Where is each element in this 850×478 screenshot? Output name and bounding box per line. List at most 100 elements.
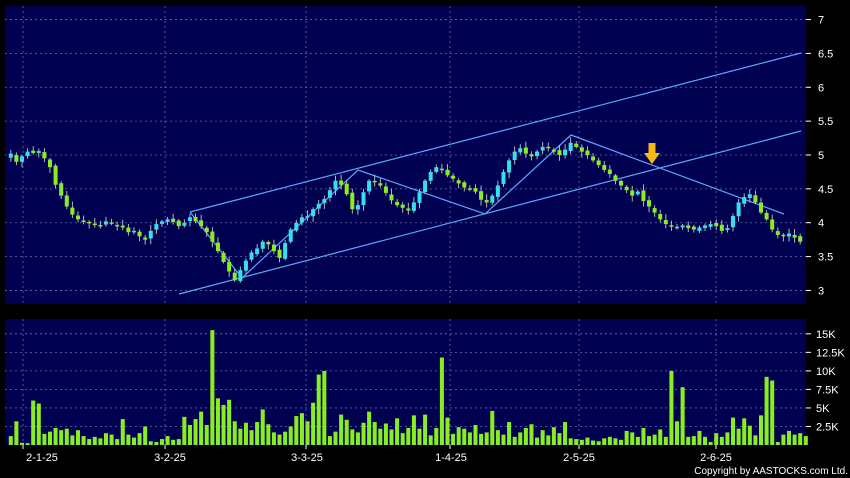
volume-bar	[434, 427, 439, 445]
volume-bar	[243, 422, 248, 445]
price-tick-label: 3.5	[818, 252, 833, 264]
volume-bar	[523, 427, 528, 445]
candle-body	[585, 150, 590, 155]
candle-body	[451, 175, 456, 179]
volume-tick-label: 10K	[816, 366, 836, 378]
candle-body	[75, 215, 80, 220]
candle-body	[658, 214, 663, 220]
volume-bar	[624, 430, 629, 445]
candle-body	[159, 221, 164, 224]
candle-body	[596, 160, 601, 166]
volume-bar	[451, 433, 456, 445]
volume-bar	[322, 370, 327, 445]
candle-body	[445, 169, 450, 176]
volume-bar	[327, 436, 332, 445]
candle-body	[507, 160, 512, 173]
volume-bar	[456, 427, 461, 445]
candle-body	[70, 207, 75, 215]
candle-body	[103, 221, 108, 225]
volume-bar	[204, 424, 209, 445]
candle-body	[299, 217, 304, 223]
candle-body	[372, 180, 377, 183]
volume-bar	[8, 436, 13, 445]
volume-bar	[742, 418, 747, 445]
volume-bar	[333, 431, 338, 445]
volume-bar	[652, 434, 657, 445]
volume-bar	[288, 426, 293, 445]
candle-body	[221, 252, 226, 263]
candle-body	[19, 156, 25, 162]
volume-bar	[518, 432, 523, 445]
volume-bar	[187, 424, 192, 445]
volume-tick-label: 2.5K	[816, 421, 839, 433]
candle-body	[31, 150, 36, 153]
volume-bar	[199, 411, 204, 445]
price-tick-label: 5.5	[818, 116, 833, 128]
candle-body	[395, 201, 400, 206]
zigzag-pattern-line	[189, 134, 785, 279]
volume-bar	[109, 434, 114, 445]
candle-body	[703, 225, 708, 229]
candle-body	[624, 186, 629, 191]
volume-bar	[781, 434, 786, 445]
volume-bar	[764, 376, 769, 445]
volume-bar	[271, 432, 276, 445]
channel-lower-line	[178, 130, 802, 295]
candle-body	[288, 229, 293, 242]
candle-body	[283, 243, 288, 259]
candle-body	[143, 237, 148, 240]
candle-body	[792, 234, 797, 238]
volume-bar	[266, 424, 271, 445]
volume-bar	[299, 413, 304, 445]
volume-bar	[361, 422, 366, 445]
channel-upper-line	[189, 52, 802, 213]
volume-bar	[283, 431, 288, 445]
volume-bar	[277, 434, 282, 445]
volume-bar	[378, 428, 383, 445]
candle-body	[81, 220, 86, 223]
volume-bar	[75, 430, 80, 445]
candle-body	[339, 180, 344, 185]
candle-body	[294, 222, 299, 231]
candle-body	[781, 234, 786, 237]
candle-body	[714, 223, 719, 227]
volume-tick-label: 7.5K	[816, 384, 839, 396]
candle-body	[456, 180, 461, 184]
volume-bar	[568, 438, 573, 445]
candle-body	[411, 202, 416, 211]
volume-bar	[311, 402, 316, 445]
volume-bar	[148, 441, 153, 445]
candle-body	[137, 231, 142, 237]
candle-body	[708, 224, 713, 227]
candle-body	[260, 241, 265, 249]
volume-bar	[182, 416, 187, 445]
volume-bar	[479, 433, 484, 445]
price-tick-label: 6	[818, 82, 824, 94]
volume-grid	[5, 319, 806, 445]
price-tick-label: 5	[818, 150, 824, 162]
volume-bar	[680, 387, 685, 445]
volume-bar	[423, 414, 428, 445]
candle-body	[786, 233, 792, 237]
candle-body	[518, 148, 523, 153]
x-tick-label: 2-6-25	[700, 452, 732, 464]
candle-body	[182, 222, 187, 226]
volume-bar	[339, 414, 344, 445]
candle-body	[215, 242, 220, 252]
candle-body	[758, 202, 764, 213]
price-tick-label: 6.5	[818, 48, 833, 60]
candle-body	[563, 149, 568, 156]
candle-body	[467, 188, 472, 190]
candle-body	[148, 230, 153, 239]
volume-bar	[210, 330, 215, 445]
volume-bar	[467, 432, 472, 445]
volume-bars	[8, 330, 808, 445]
candle-body	[120, 225, 125, 228]
volume-bar	[42, 433, 47, 445]
candle-body	[238, 270, 243, 282]
candle-body	[719, 224, 724, 231]
candle-body	[87, 221, 92, 224]
volume-bar	[753, 435, 758, 445]
volume-bar	[747, 425, 752, 445]
volume-bar	[159, 439, 164, 445]
